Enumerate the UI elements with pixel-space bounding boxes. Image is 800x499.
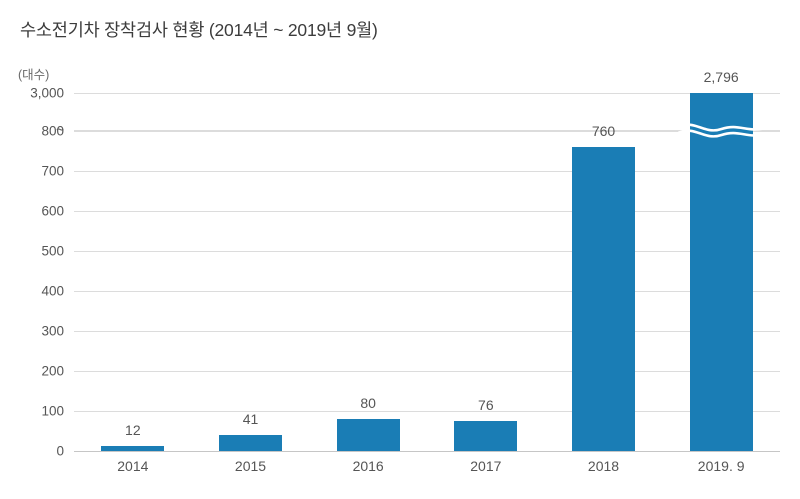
gridline: [74, 211, 780, 212]
bar[interactable]: [101, 446, 165, 451]
bar-value-label: 80: [360, 395, 376, 411]
x-axis-tick-label: 2019. 9: [697, 458, 745, 474]
y-axis-tick-label: 600: [41, 203, 64, 219]
bar[interactable]: [336, 419, 400, 451]
gridline: [74, 131, 780, 132]
gridline: [74, 130, 780, 131]
x-axis-tick-label: 2014: [117, 458, 149, 474]
y-axis-tick-label: 700: [41, 163, 64, 179]
y-axis-tick-label: ~: [56, 122, 64, 138]
bar[interactable]: [454, 420, 518, 451]
bar-value-label: 2,796: [703, 69, 739, 85]
plot-area: 12 41 80 76 760 2,796: [74, 69, 780, 454]
x-axis-tick-label: 2015: [234, 458, 267, 474]
gridline: [74, 331, 780, 332]
x-axis-tick-label: 2018: [587, 458, 620, 474]
y-axis-tick-label: 3,000: [30, 85, 64, 101]
bar-value-label: 76: [478, 396, 494, 413]
chart-title: 수소전기차 장착검사 현황 (2014년 ~ 2019년 9월): [20, 20, 378, 40]
gridline: [74, 251, 780, 252]
y-axis-tick-label: 500: [41, 243, 64, 259]
x-axis-line: [74, 451, 780, 452]
gridline: [74, 291, 780, 292]
gridline: [74, 411, 780, 412]
y-axis-tick-label: 100: [41, 403, 64, 419]
gridline: [74, 171, 780, 172]
y-axis-tick-label: 0: [56, 443, 64, 459]
y-axis-tick-label: 300: [41, 323, 64, 339]
y-axis-tick-label: 200: [41, 363, 64, 379]
y-axis-tick-label: 400: [41, 283, 64, 299]
bar-value-label: 760: [591, 123, 616, 139]
bar[interactable]: [572, 147, 635, 451]
bar[interactable]: [219, 434, 282, 451]
y-axis-tick-label: 800: [41, 123, 64, 139]
gridline: [74, 93, 780, 94]
bar[interactable]: [689, 93, 753, 451]
y-axis-tick-labels: 3,000 ~800 700 600 500 400 300 200 100 0: [0, 86, 64, 459]
y-axis-unit-label: (대수): [18, 68, 50, 82]
x-axis-tick-label: 2017: [470, 458, 502, 474]
gridline: [74, 371, 780, 372]
x-axis-tick-label: 2016: [352, 458, 384, 474]
bar-value-label: 41: [242, 410, 259, 427]
bar-value-label: 12: [125, 422, 141, 439]
